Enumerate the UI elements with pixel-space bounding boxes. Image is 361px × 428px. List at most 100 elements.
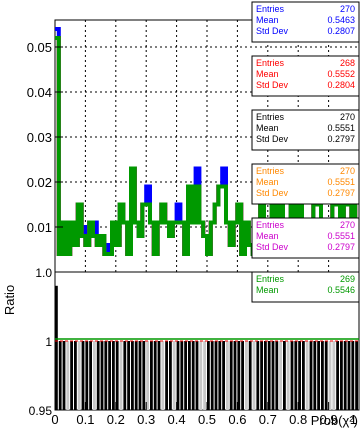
- ratio-y-tick-label: 1.0: [35, 266, 52, 280]
- ratio-bar: [74, 341, 77, 410]
- stats-label: Entries: [256, 4, 285, 14]
- ratio-bar: [81, 341, 85, 410]
- x-axis-label: Prob(χ²): [311, 413, 358, 428]
- ratio-bar: [283, 341, 286, 410]
- ratio-bar: [146, 341, 149, 410]
- ratio-grid: [55, 338, 359, 342]
- ratio-bar: [309, 341, 313, 410]
- ratio-bar: [142, 341, 146, 410]
- ratio-bar: [218, 341, 222, 410]
- stats-value: 269: [340, 274, 355, 284]
- ratio-bar: [66, 341, 70, 410]
- ratio-bar: [96, 341, 100, 410]
- x-tick-label: 0.9: [320, 412, 338, 427]
- ratio-bar: [298, 341, 301, 410]
- stats-label: Mean: [256, 15, 279, 25]
- stats-value: 0.2807: [327, 26, 355, 36]
- ratio-bar: [286, 341, 290, 410]
- ratio-bar: [275, 341, 279, 410]
- stats-value: 0.2797: [327, 134, 355, 144]
- stats-value: 0.2797: [327, 188, 355, 198]
- ratio-bar: [89, 341, 92, 410]
- ratio-bar: [351, 341, 355, 410]
- stats-label: Std Dev: [256, 80, 289, 90]
- ratio-bar: [267, 341, 271, 410]
- stats-value: 0.5546: [327, 285, 355, 295]
- ratio-bar: [70, 341, 73, 410]
- stats-value: 0.2804: [327, 80, 355, 90]
- top-y-tick-label: 0.01: [27, 220, 52, 235]
- x-tick-label: 0: [51, 412, 58, 427]
- ratio-bar: [302, 341, 305, 410]
- ratio-axis-label: Ratio: [2, 285, 17, 315]
- ratio-bar: [321, 341, 324, 410]
- ratio-bar: [100, 341, 104, 410]
- ratio-bar: [264, 341, 267, 410]
- stats-box-frame: [251, 1, 360, 43]
- ratio-bar: [233, 341, 237, 410]
- ratio-bar: [256, 341, 260, 410]
- top-y-tick-label: 0.04: [27, 85, 52, 100]
- ratio-bar: [294, 341, 298, 410]
- stats-label: Mean: [256, 285, 279, 295]
- ratio-bar: [347, 341, 351, 410]
- ratio-bar: [343, 341, 347, 410]
- stats-label: Entries: [256, 112, 285, 122]
- ratio-y-tick-label: 1: [45, 335, 52, 349]
- ratio-bar: [108, 341, 111, 410]
- x-tick-label: 0.3: [137, 412, 155, 427]
- stats-box-6: Entries 269 Mean 0.5546: [251, 271, 360, 303]
- stats-value: 0.5463: [327, 15, 355, 25]
- stats-box-2: Entries 268 Mean 0.5552 Std Dev 0.2804: [251, 55, 360, 97]
- ratio-bar: [172, 341, 176, 410]
- stats-label: Entries: [256, 274, 285, 284]
- ratio-bar: [355, 341, 358, 410]
- ratio-bar: [161, 341, 165, 410]
- ratio-bar: [138, 341, 142, 410]
- ratio-bar: [340, 341, 343, 410]
- ratio-bar: [226, 341, 229, 410]
- ratio-bar: [77, 341, 81, 410]
- ratio-bar: [150, 341, 153, 410]
- ratio-bar: [127, 341, 130, 410]
- ratio-bar: [317, 341, 320, 410]
- x-tick-label: 0.7: [259, 412, 277, 427]
- ratio-bar: [115, 341, 119, 410]
- ratio-bar: [188, 341, 191, 410]
- ratio-bar: [153, 341, 157, 410]
- ratio-bar: [123, 341, 127, 410]
- top-y-tick-label: 0.02: [27, 175, 52, 190]
- stats-value: 0.5551: [327, 177, 355, 187]
- ratio-bar: [58, 341, 62, 410]
- stats-value: 270: [340, 4, 355, 14]
- stats-value: 0.2797: [327, 242, 355, 252]
- ratio-bar: [93, 341, 96, 410]
- ratio-bar: [237, 341, 241, 410]
- ratio-bar: [85, 341, 89, 410]
- ratio-bar: [134, 341, 138, 410]
- stats-box-frame: [251, 217, 360, 259]
- ratio-bar: [195, 341, 199, 410]
- ratio-bar: [104, 341, 108, 410]
- ratio-bar: [207, 341, 210, 410]
- ratio-bar: [241, 341, 244, 410]
- stats-box-frame: [251, 109, 360, 151]
- ratio-y-ticks: 0.95 1 1.0: [29, 266, 53, 418]
- stats-value: 0.5551: [327, 231, 355, 241]
- stats-label: Std Dev: [256, 134, 289, 144]
- ratio-bar: [336, 341, 339, 410]
- ratio-bar: [180, 341, 184, 410]
- ratio-bar: [169, 341, 172, 410]
- stats-label: Std Dev: [256, 26, 289, 36]
- ratio-bar: [248, 341, 252, 410]
- stats-box-1: Entries 270 Mean 0.5463 Std Dev 0.2807: [251, 1, 360, 43]
- ratio-bars: [55, 285, 358, 410]
- ratio-bar: [271, 341, 275, 410]
- x-tick-label: 0.8: [289, 412, 307, 427]
- ratio-bar: [112, 341, 115, 410]
- stats-label: Std Dev: [256, 242, 289, 252]
- ratio-bar: [332, 341, 336, 410]
- stats-label: Entries: [256, 58, 285, 68]
- stats-box-3: Entries 270 Mean 0.5551 Std Dev 0.2797: [251, 109, 360, 151]
